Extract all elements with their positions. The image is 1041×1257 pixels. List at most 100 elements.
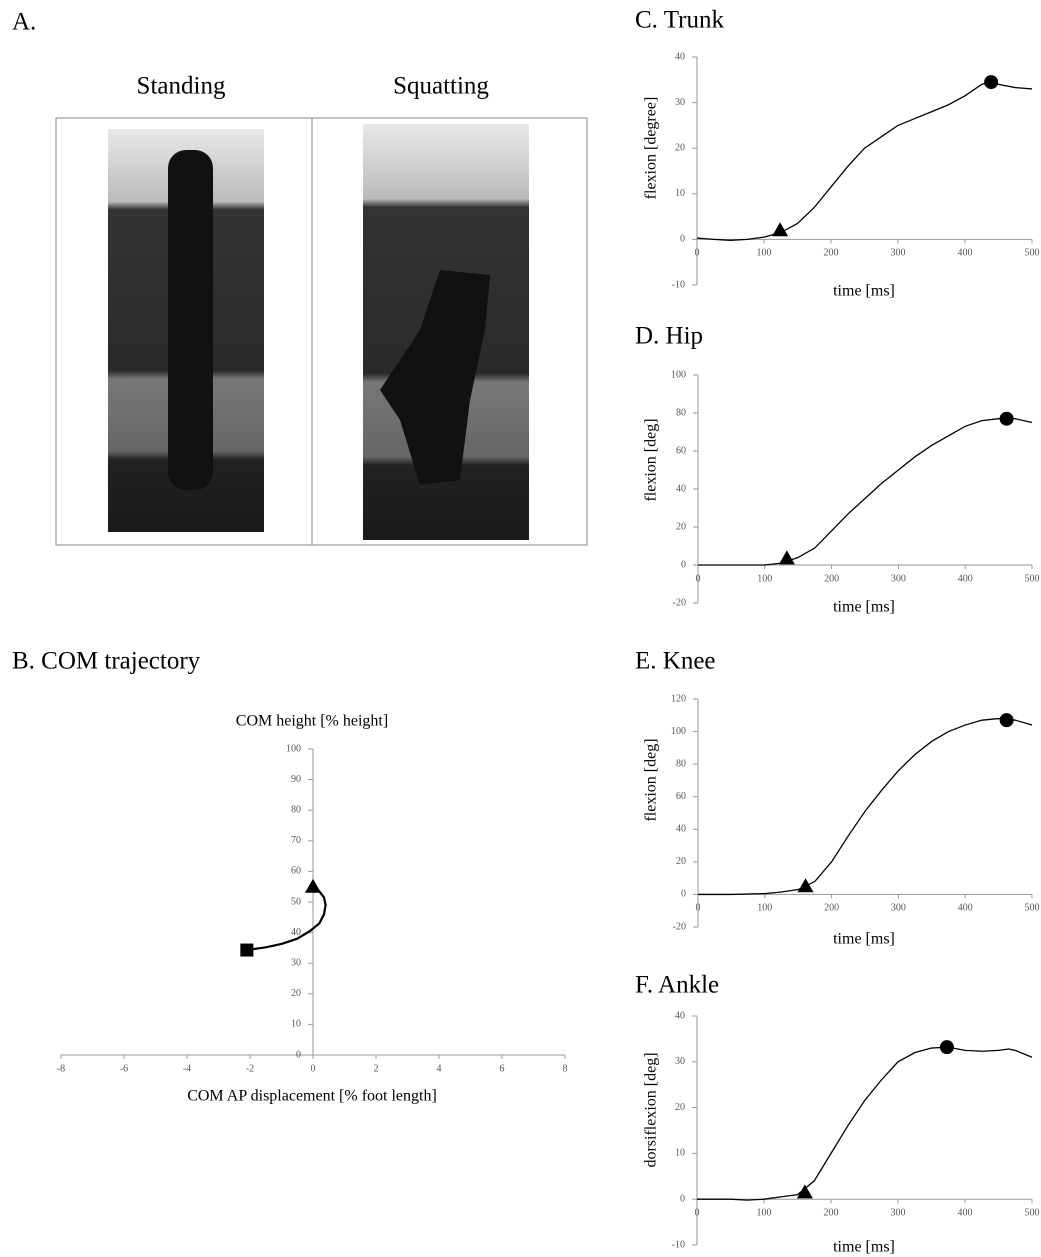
x-tick-label: 0: [696, 903, 701, 914]
x-tick-label: 500: [1025, 573, 1040, 584]
y-axis-label: flexion [deg]: [643, 418, 660, 501]
photo-caption: Standing: [137, 73, 226, 100]
x-tick-label: 300: [891, 903, 906, 914]
y-axis-label: dorsiflexion [deg]: [643, 1052, 660, 1167]
x-tick-label: 500: [1025, 903, 1040, 914]
x-tick-label: 300: [891, 248, 906, 259]
x-tick-label: -2: [246, 1063, 254, 1074]
x-tick-label: 400: [958, 573, 973, 584]
event-marker: [984, 75, 998, 89]
y-tick-label: 0: [680, 1193, 685, 1204]
x-tick-label: 100: [757, 248, 772, 259]
data-line: [698, 719, 1032, 895]
event-marker: [1000, 713, 1014, 727]
event-marker: [797, 1184, 813, 1198]
x-axis-label: time [ms]: [833, 599, 895, 616]
y-tick-label: 20: [676, 521, 686, 532]
y-tick-label: 80: [291, 804, 301, 815]
x-tick-label: -4: [183, 1063, 191, 1074]
y-tick-label: 30: [291, 957, 301, 968]
x-tick-label: 100: [757, 573, 772, 584]
y-tick-label: 50: [291, 896, 301, 907]
y-axis-label: flexion [deg]: [643, 738, 660, 821]
y-tick-label: 30: [675, 97, 685, 108]
y-tick-label: -10: [672, 279, 685, 290]
x-tick-label: 200: [824, 1207, 839, 1218]
y-tick-label: 20: [291, 988, 301, 999]
y-tick-label: 40: [675, 51, 685, 62]
x-tick-label: 300: [891, 1207, 906, 1218]
y-tick-label: 90: [291, 774, 301, 785]
y-tick-label: 40: [675, 1010, 685, 1021]
y-tick-label: 100: [286, 743, 301, 754]
x-axis-label: time [ms]: [833, 931, 895, 948]
chart-title: B. COM trajectory: [12, 648, 201, 675]
y-tick-label: 10: [291, 1019, 301, 1030]
y-tick-label: 20: [675, 142, 685, 153]
y-tick-label: 0: [681, 889, 686, 900]
panel-label: A.: [12, 9, 36, 36]
event-marker: [779, 550, 795, 564]
x-tick-label: 400: [958, 1207, 973, 1218]
x-tick-label: 200: [824, 903, 839, 914]
x-axis-label: COM AP displacement [% foot length]: [187, 1088, 437, 1105]
x-tick-label: 100: [757, 903, 772, 914]
data-line: [697, 1047, 1032, 1200]
y-tick-label: 0: [296, 1049, 301, 1060]
x-tick-label: 2: [374, 1063, 379, 1074]
y-axis-label: flexion [degree]: [643, 97, 660, 200]
chart-title: F. Ankle: [635, 972, 719, 999]
y-tick-label: 70: [291, 835, 301, 846]
y-tick-label: 60: [676, 445, 686, 456]
y-tick-label: 10: [675, 1148, 685, 1159]
chart-title: C. Trunk: [635, 7, 724, 34]
x-axis-label: time [ms]: [833, 1239, 895, 1256]
y-tick-label: 80: [676, 758, 686, 769]
x-tick-label: 0: [695, 248, 700, 259]
x-tick-label: 400: [958, 248, 973, 259]
person-silhouette: [168, 150, 213, 490]
x-tick-label: 4: [437, 1063, 442, 1074]
y-tick-label: 100: [671, 369, 686, 380]
y-tick-label: 30: [675, 1056, 685, 1067]
y-tick-label: 0: [681, 559, 686, 570]
figure: A. Standing Squatting B. COM trajectory 0…: [0, 0, 1041, 1257]
y-tick-label: 120: [671, 693, 686, 704]
x-tick-label: -6: [120, 1063, 128, 1074]
y-tick-label: -10: [672, 1239, 685, 1250]
y-tick-label: -20: [673, 921, 686, 932]
event-marker: [240, 944, 253, 957]
x-tick-label: 200: [824, 573, 839, 584]
x-tick-label: 100: [757, 1207, 772, 1218]
photo-caption: Squatting: [393, 73, 489, 100]
y-tick-label: 60: [291, 866, 301, 877]
y-tick-label: 0: [680, 234, 685, 245]
x-tick-label: 400: [958, 903, 973, 914]
y-axis-label: COM height [% height]: [236, 713, 388, 730]
chart-title: D. Hip: [635, 323, 703, 350]
x-tick-label: 6: [500, 1063, 505, 1074]
x-tick-label: 8: [563, 1063, 568, 1074]
y-tick-label: 10: [675, 188, 685, 199]
y-tick-label: 20: [675, 1102, 685, 1113]
data-line: [697, 82, 1032, 240]
y-tick-label: 60: [676, 791, 686, 802]
x-axis-label: time [ms]: [833, 283, 895, 300]
chart-title: E. Knee: [635, 648, 716, 675]
event-marker: [305, 879, 321, 893]
y-tick-label: 40: [676, 483, 686, 494]
event-marker: [798, 878, 814, 892]
y-tick-label: -20: [673, 597, 686, 608]
y-tick-label: 100: [671, 726, 686, 737]
x-tick-label: 500: [1025, 248, 1040, 259]
y-tick-label: 80: [676, 407, 686, 418]
data-line: [247, 887, 326, 950]
x-tick-label: 300: [891, 573, 906, 584]
data-line: [698, 419, 1032, 565]
x-tick-label: -8: [57, 1063, 65, 1074]
x-tick-label: 0: [311, 1063, 316, 1074]
y-tick-label: 20: [676, 856, 686, 867]
page: A. Standing Squatting B. COM trajectory 0…: [0, 0, 1041, 1257]
x-tick-label: 200: [824, 248, 839, 259]
y-tick-label: 40: [676, 824, 686, 835]
